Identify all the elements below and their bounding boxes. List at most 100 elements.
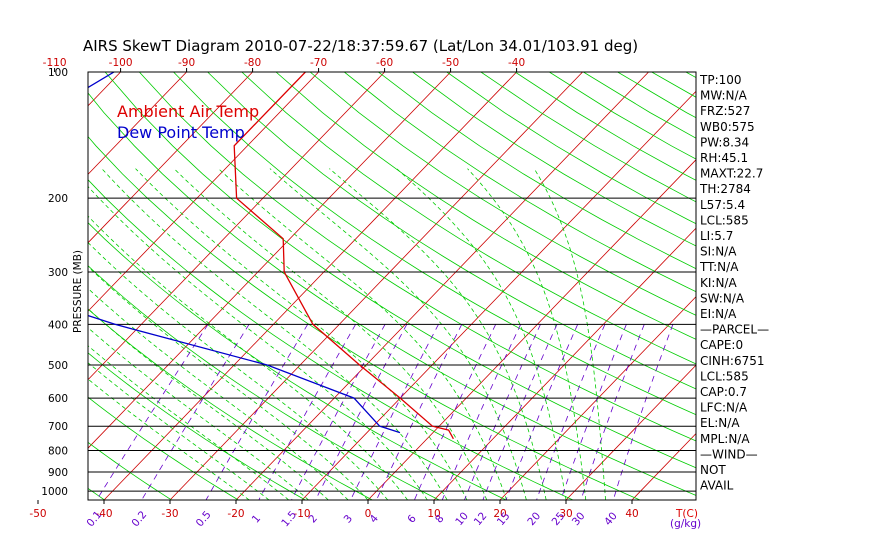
mixing-ratio-label: 6 [405, 512, 419, 525]
top-temp-label: -40 [508, 57, 525, 69]
pressure-axis: 100 200 300 400 500 600 700 800 900 1000 [41, 67, 68, 498]
dry-adiabat-line [173, 72, 696, 416]
index-label: MW:N/A [700, 89, 748, 103]
isotherm-line [499, 296, 696, 500]
index-label: LCL:585 [700, 213, 749, 227]
pressure-tick-label: 100 [48, 67, 68, 79]
moist-adiabat-line [396, 168, 567, 500]
isotherm-line [433, 227, 696, 500]
moist-adiabats [88, 168, 606, 500]
mixing-ratio-label: 40 [602, 510, 620, 528]
top-temp-label: -90 [178, 57, 195, 69]
index-label: TP:100 [699, 73, 742, 87]
top-temp-label: -60 [376, 57, 393, 69]
mixing-ratio-label: 1 [250, 513, 263, 526]
dry-adiabat-line [88, 441, 172, 500]
dry-adiabat-line [446, 72, 696, 225]
index-label: PW:8.34 [700, 135, 749, 149]
plot-grid [0, 72, 870, 500]
mixing-ratio-line [315, 324, 408, 500]
index-label: MPL:N/A [700, 432, 750, 446]
pressure-tick-label: 700 [48, 421, 68, 433]
isobars [88, 197, 696, 492]
top-temp-label: -80 [244, 57, 261, 69]
pressure-tick-label: 400 [48, 319, 68, 331]
dry-adiabat-line [88, 265, 440, 500]
dry-adiabat-line [0, 72, 38, 500]
bottom-temp-label: -20 [227, 508, 244, 520]
moist-adiabat-line [467, 168, 587, 500]
isotherm-line [88, 72, 253, 244]
index-label: —WIND— [700, 447, 758, 461]
pressure-tick-label: 800 [48, 446, 68, 458]
index-label: LCL:585 [700, 369, 749, 383]
mixing-ratio-label: 10 [453, 510, 471, 528]
mixing-ratio-unit: (g/kg) [670, 518, 701, 530]
moist-adiabat-line [88, 215, 408, 500]
dry-adiabat-line [241, 72, 696, 365]
mixing-ratio-line [464, 324, 541, 500]
bottom-temp-label: -50 [29, 508, 46, 520]
mixing-ratio-line [580, 324, 645, 500]
isotherm-line [367, 159, 696, 500]
dry-adiabat-line [88, 308, 373, 500]
index-label: EL:N/A [700, 416, 740, 430]
top-temp-label: -110 [43, 57, 67, 69]
dry-adiabat-line [88, 396, 239, 500]
bottom-temp-label: 30 [559, 508, 572, 520]
index-label: CAPE:0 [700, 338, 743, 352]
y-axis-label: PRESSURE (MB) [72, 250, 84, 333]
dry-adiabat-line [207, 72, 696, 390]
index-label: NOT [700, 463, 726, 477]
dry-adiabat-line [823, 72, 870, 500]
dry-adiabat-line [378, 72, 696, 270]
index-label: MAXT:22.7 [700, 167, 763, 181]
chart-title: AIRS SkewT Diagram 2010-07-22/18:37:59.6… [83, 37, 638, 55]
dry-adiabat-line [480, 72, 696, 203]
profiles [88, 72, 454, 440]
moist-adiabat-line [269, 168, 527, 500]
top-temp-label: -70 [310, 57, 327, 69]
bottom-temp-label: -30 [161, 508, 178, 520]
dry-adiabat-line [104, 72, 696, 469]
mixing-ratio-line [414, 324, 497, 500]
plot-frame [87, 71, 697, 501]
index-label: LFC:N/A [700, 401, 748, 415]
isotherm-line [88, 72, 121, 107]
dry-adiabat-line [88, 352, 306, 500]
mixing-ratio-label: 2 [306, 513, 319, 526]
mixing-ratio-label: 0.2 [129, 509, 149, 530]
dry-adiabat-line [88, 487, 105, 500]
index-label: EI:N/A [700, 307, 737, 321]
dry-adiabat-line [88, 92, 696, 496]
mixing-ratio-line [291, 324, 386, 500]
legend-ambient: Ambient Air Temp [117, 102, 259, 121]
dry-adiabat-line [344, 72, 696, 293]
dry-adiabat-line [309, 72, 696, 316]
dry-adiabat-line [88, 179, 574, 500]
moist-adiabat-line [173, 168, 488, 500]
moist-adiabat-line [88, 266, 369, 500]
index-label: WB0:575 [700, 120, 755, 134]
mixing-ratio-line [536, 324, 606, 500]
moist-adiabat-line [329, 168, 547, 500]
index-label: AVAIL [700, 479, 734, 493]
top-temp-label: -100 [109, 57, 133, 69]
isotherm-line [235, 72, 649, 500]
isotherm-line [88, 72, 385, 381]
bottom-temp-label: 20 [493, 508, 506, 520]
mixing-ratio-line [560, 324, 627, 500]
pressure-tick-label: 600 [48, 393, 68, 405]
bottom-temp-label: -40 [95, 508, 112, 520]
mixing-ratio-label: 4 [367, 512, 381, 525]
pressure-tick-label: 500 [48, 360, 68, 372]
moist-adiabat-line [88, 241, 389, 500]
index-label: TT:N/A [699, 260, 739, 274]
moist-adiabat-line [88, 185, 428, 500]
pressure-tick-label: 1000 [41, 486, 68, 498]
ambient-temp-line [233, 72, 454, 440]
pressure-tick-label: 300 [48, 267, 68, 279]
bottom-temp-label: -10 [293, 508, 310, 520]
mixing-ratio-line [441, 324, 522, 500]
